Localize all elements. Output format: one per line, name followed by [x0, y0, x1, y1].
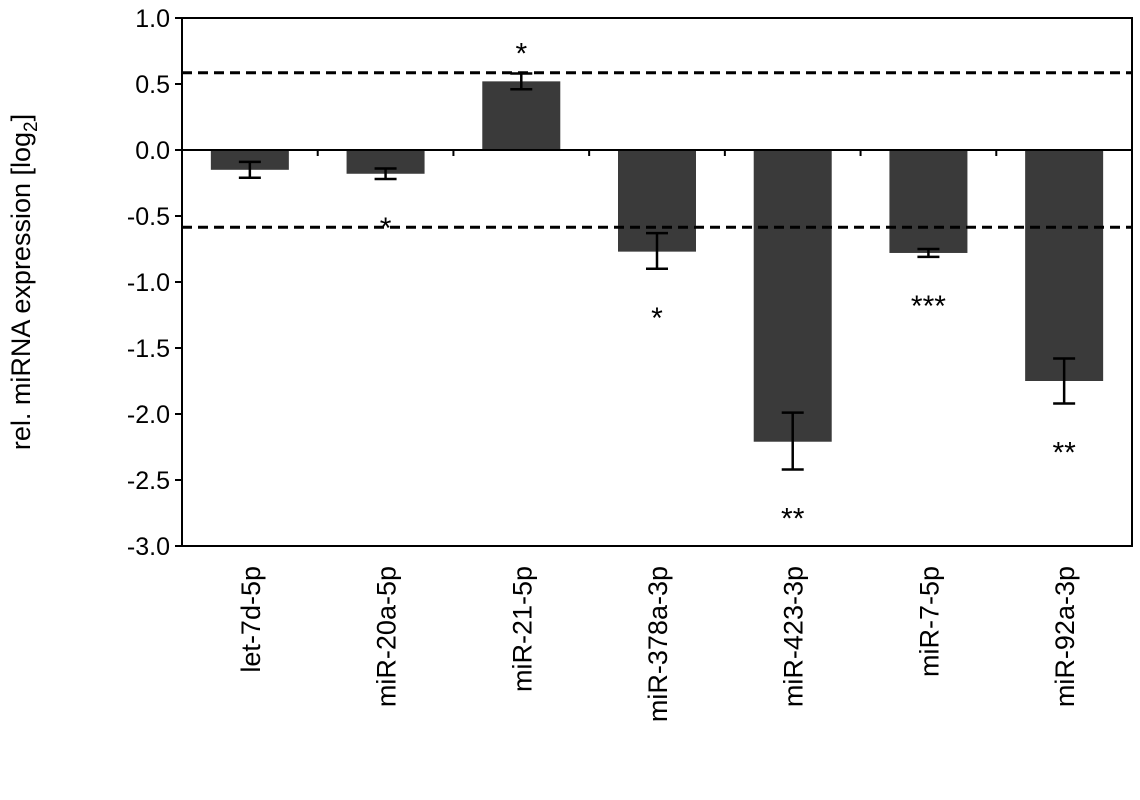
category-label-let-7d-5p: let-7d-5p: [236, 566, 266, 673]
category-label-miR-20a-5p: miR-20a-5p: [372, 566, 402, 707]
error-bars-group: [238, 72, 1076, 471]
y-tick-label: -2.0: [127, 401, 170, 429]
bar-miR-21-5p: [482, 81, 561, 150]
significance-miR-423-3p: **: [781, 502, 805, 535]
reference-lines-group: [182, 71, 1132, 229]
y-tick-label: -0.5: [127, 203, 170, 231]
significance-miR-378a-3p: *: [651, 302, 663, 335]
error-bar-miR-20a-5p: [374, 167, 397, 181]
significance-miR-7-5p: ***: [911, 290, 946, 323]
category-label-miR-7-5p: miR-7-5p: [914, 566, 944, 677]
significance-miR-20a-5p: *: [380, 212, 392, 245]
error-bar-miR-423-3p: [781, 411, 804, 471]
y-tick-label: 1.0: [135, 5, 170, 33]
y-tick-label: 0.5: [135, 71, 170, 99]
y-ticks-group: 1.0 0.5 0.0 -0.5 -1.0 -1.5 -2.0 -2.5 -3.0: [127, 5, 182, 561]
y-tick-label: -3.0: [127, 533, 170, 561]
error-bar-miR-92a-3p: [1053, 357, 1076, 405]
category-label-miR-423-3p: miR-423-3p: [779, 566, 809, 707]
significance-labels-group: **********: [380, 37, 1076, 535]
y-tick-label: -1.5: [127, 335, 170, 363]
bar-let-7d-5p: [210, 150, 289, 170]
y-tick-label: -2.5: [127, 467, 170, 495]
bar-miR-92a-3p: [1025, 150, 1104, 381]
axes-group: [181, 17, 1133, 547]
bars-group: [210, 81, 1104, 442]
significance-miR-21-5p: *: [515, 37, 527, 70]
category-label-miR-21-5p: miR-21-5p: [507, 566, 537, 692]
significance-miR-92a-3p: **: [1052, 436, 1076, 469]
bar-miR-423-3p: [753, 150, 832, 442]
error-bar-let-7d-5p: [238, 160, 261, 179]
bar-miR-7-5p: [889, 150, 968, 253]
error-bar-miR-7-5p: [917, 247, 940, 259]
y-axis-label: rel. miRNA expression [log2]: [6, 114, 42, 450]
category-label-miR-92a-3p: miR-92a-3p: [1050, 566, 1080, 707]
plot-frame: [181, 17, 1133, 547]
bar-miR-20a-5p: [346, 150, 425, 174]
category-labels-group: let-7d-5p miR-20a-5p miR-21-5p miR-378a-3p m…: [236, 566, 1080, 722]
category-label-miR-378a-3p: miR-378a-3p: [643, 566, 673, 722]
y-tick-label: -1.0: [127, 269, 170, 297]
y-tick-label: 0.0: [135, 137, 170, 165]
error-bar-miR-378a-3p: [646, 231, 668, 271]
